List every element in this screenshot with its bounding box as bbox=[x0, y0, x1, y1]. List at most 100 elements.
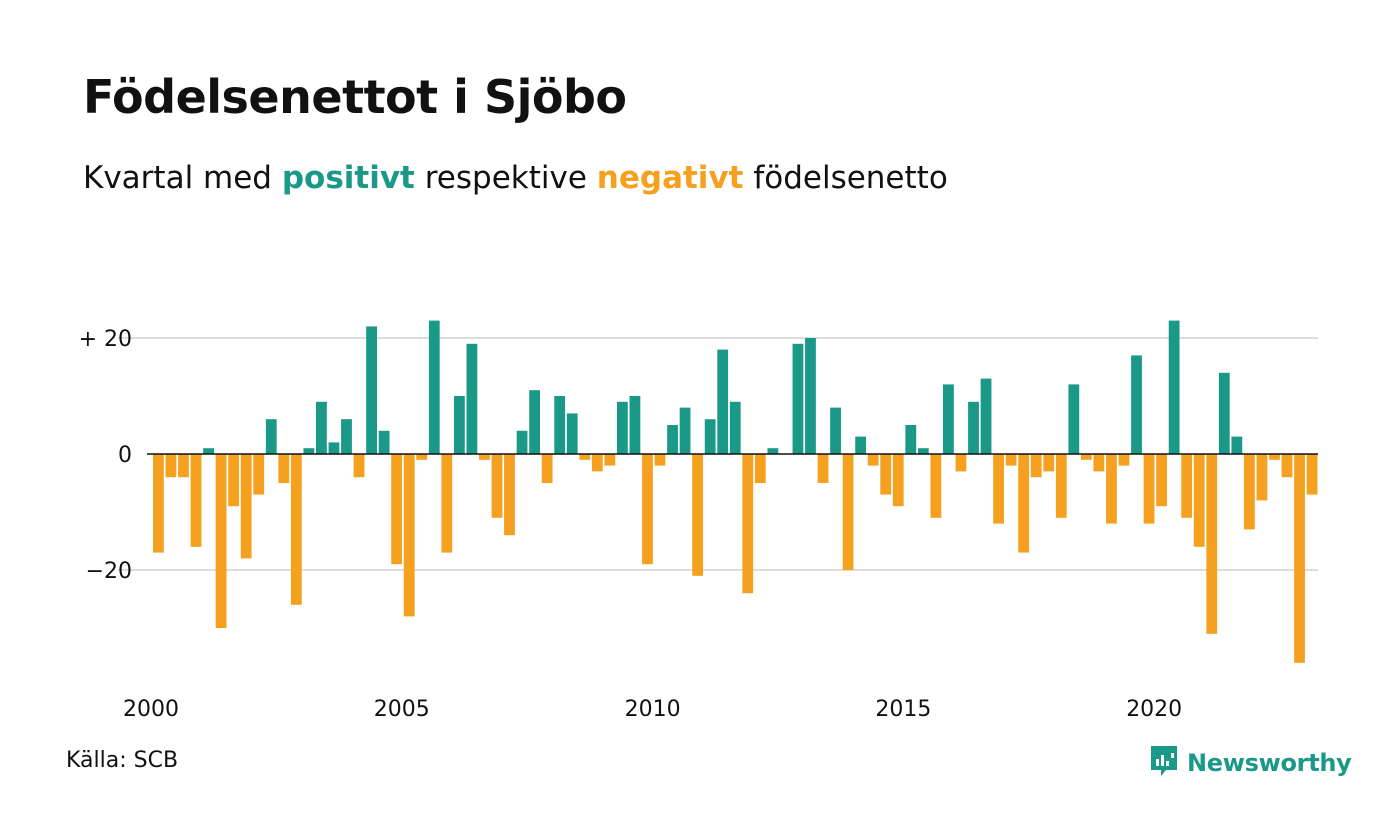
bar-positive bbox=[917, 448, 929, 454]
bar-positive bbox=[704, 419, 716, 454]
bar-positive bbox=[679, 407, 691, 454]
bar-positive bbox=[303, 448, 315, 454]
bar-positive bbox=[516, 430, 528, 454]
bar-positive bbox=[767, 448, 779, 454]
bar-positive bbox=[905, 425, 917, 454]
bar-negative bbox=[541, 454, 553, 483]
bar-negative bbox=[754, 454, 766, 483]
bar-positive bbox=[729, 401, 741, 454]
bar-positive bbox=[1131, 355, 1142, 454]
bar-positive bbox=[466, 343, 478, 454]
bar-negative bbox=[817, 454, 829, 483]
bar-negative bbox=[892, 454, 904, 507]
bar-positive bbox=[805, 338, 816, 454]
bar-negative bbox=[1269, 454, 1280, 460]
y-tick-label: + 20 bbox=[79, 327, 132, 352]
bar-negative bbox=[1106, 454, 1117, 524]
bar-positive bbox=[667, 425, 678, 454]
bar-negative bbox=[1281, 454, 1293, 478]
bar-negative bbox=[353, 454, 365, 478]
bar-negative bbox=[867, 454, 879, 466]
bar-negative bbox=[1030, 454, 1042, 478]
newsworthy-logo-icon bbox=[1149, 744, 1179, 782]
bar-negative bbox=[604, 454, 616, 466]
bar-negative bbox=[654, 454, 666, 466]
bar-negative bbox=[403, 454, 415, 617]
bar-negative bbox=[993, 454, 1004, 524]
bar-negative bbox=[1256, 454, 1268, 501]
bar-negative bbox=[591, 454, 603, 472]
bar-negative bbox=[228, 454, 240, 507]
bar-negative bbox=[504, 454, 515, 536]
bar-positive bbox=[855, 436, 867, 454]
bar-positive bbox=[830, 407, 841, 454]
subtitle-middle: respektive bbox=[414, 160, 597, 196]
bar-positive bbox=[316, 401, 327, 454]
bar-negative bbox=[1005, 454, 1017, 466]
bar-positive bbox=[943, 384, 954, 454]
bar-negative bbox=[1206, 454, 1218, 634]
bar-positive bbox=[629, 396, 641, 454]
subtitle-prefix: Kvartal med bbox=[83, 160, 282, 196]
x-tick-label: 2005 bbox=[374, 697, 430, 722]
bar-negative bbox=[1018, 454, 1030, 553]
bar-positive bbox=[968, 401, 979, 454]
bar-negative bbox=[416, 454, 428, 460]
bar-negative bbox=[1093, 454, 1105, 472]
bar-negative bbox=[692, 454, 704, 576]
bar-positive bbox=[529, 390, 540, 454]
bar-positive bbox=[378, 430, 390, 454]
bar-negative bbox=[930, 454, 942, 518]
bar-positive bbox=[792, 343, 804, 454]
bar-negative bbox=[1118, 454, 1130, 466]
bar-positive bbox=[980, 378, 992, 454]
bar-negative bbox=[1080, 454, 1092, 460]
bar-positive bbox=[265, 419, 277, 454]
bar-positive bbox=[341, 419, 352, 454]
x-tick-label: 2000 bbox=[123, 697, 179, 722]
bar-positive bbox=[203, 448, 214, 454]
bar-negative bbox=[215, 454, 227, 628]
y-tick-label: −20 bbox=[86, 559, 132, 584]
bar-positive bbox=[717, 349, 729, 454]
bar-negative bbox=[1294, 454, 1305, 663]
x-tick-label: 2010 bbox=[625, 697, 681, 722]
bar-negative bbox=[290, 454, 302, 605]
bar-positive bbox=[1168, 320, 1180, 454]
bar-positive bbox=[428, 320, 440, 454]
bar-positive bbox=[566, 413, 578, 454]
bar-negative bbox=[1156, 454, 1167, 507]
bar-negative bbox=[955, 454, 967, 472]
subtitle-negative-word: negativt bbox=[596, 160, 744, 196]
bar-negative bbox=[842, 454, 854, 570]
source-note: Källa: SCB bbox=[66, 748, 179, 773]
bar-positive bbox=[1218, 372, 1230, 454]
y-tick-label: 0 bbox=[118, 443, 132, 468]
bar-negative bbox=[742, 454, 754, 594]
bar-negative bbox=[153, 454, 164, 553]
bar-negative bbox=[1181, 454, 1193, 518]
bar-negative bbox=[1193, 454, 1205, 547]
bar-negative bbox=[642, 454, 653, 565]
bar-negative bbox=[880, 454, 892, 495]
chart-title: Födelsenettot i Sjöbo bbox=[83, 70, 627, 124]
bar-positive bbox=[1068, 384, 1080, 454]
bar-negative bbox=[1055, 454, 1067, 518]
bar-negative bbox=[441, 454, 453, 553]
x-tick-label: 2015 bbox=[875, 697, 931, 722]
bar-positive bbox=[616, 401, 628, 454]
subtitle-suffix: födelsenetto bbox=[743, 160, 948, 196]
bar-negative bbox=[190, 454, 202, 547]
bar-negative bbox=[178, 454, 189, 478]
bar-negative bbox=[165, 454, 177, 478]
bar-negative bbox=[278, 454, 290, 483]
bar-negative bbox=[391, 454, 403, 565]
bar-negative bbox=[253, 454, 265, 495]
bar-positive bbox=[554, 396, 566, 454]
brand-logo: Newsworthy bbox=[1149, 744, 1352, 782]
bar-negative bbox=[479, 454, 490, 460]
bar-negative bbox=[579, 454, 591, 460]
bar-positive bbox=[328, 442, 340, 454]
bar-negative bbox=[1143, 454, 1155, 524]
